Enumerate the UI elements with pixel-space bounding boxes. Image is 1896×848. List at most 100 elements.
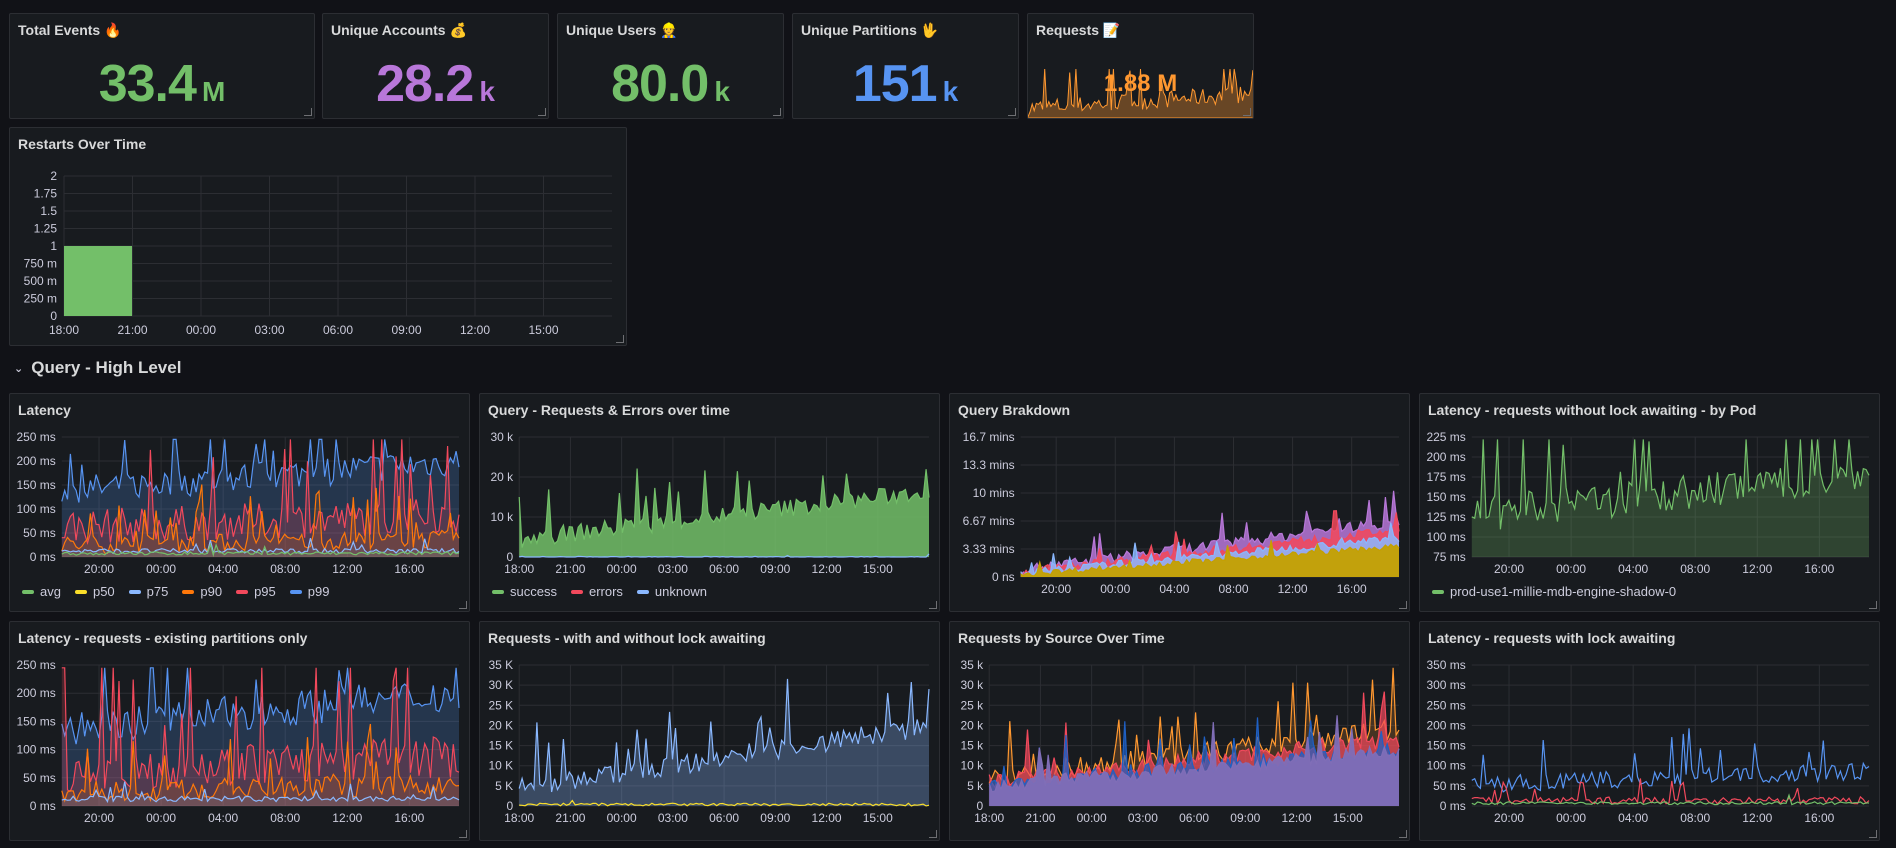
y-tick-label: 250 ms [1426,698,1465,712]
timeseries-chart: 0 10 k 20 k 30 k 18:00 21:00 00:00 03:00 06:00 09… [491,430,930,576]
stat-panel-requests[interactable]: Requests 📝 1.88 M [1027,13,1254,119]
stat-panel-unique-users[interactable]: Unique Users 👷 80.0 k [557,13,784,119]
x-tick-label: 12:00 [1282,811,1312,825]
row-header-query-high-level[interactable]: ⌄ Query - High Level [14,358,181,378]
panel-title: Query Brakdown [958,402,1071,418]
resize-handle-icon[interactable] [1243,108,1251,116]
legend-item[interactable]: p95 [236,584,276,599]
y-tick-label: 50 ms [1433,779,1466,793]
y-tick-label: 30 k [491,430,515,444]
x-tick-label: 04:00 [1618,811,1648,825]
panel-restarts-over-time[interactable]: Restarts Over Time 0 250 m 500 m 750 m 1 1.25… [9,127,627,346]
y-tick-label: 150 ms [16,478,55,492]
series-line [988,715,1400,793]
x-tick-label: 00:00 [146,811,176,825]
resize-handle-icon[interactable] [616,335,624,343]
timeseries-chart: 0 5 K 10 K 15 K 20 K 25 K 30 K 35 K 18:00 21:00 00… [489,658,930,825]
series-line [1020,510,1400,576]
x-tick-label: 06:00 [709,811,739,825]
panel-title: Unique Accounts 💰 [331,22,467,38]
legend-item[interactable]: unknown [636,584,707,599]
legend-swatch [22,589,34,594]
panel-requests-lock-awaiting[interactable]: Requests - with and without lock awaitin… [479,621,940,841]
panel-latency-without-lock-by-pod[interactable]: Latency - requests without lock awaiting… [1419,393,1880,612]
x-tick-label: 00:00 [1556,811,1586,825]
panel-requests-by-source[interactable]: Requests by Source Over Time 0 5 k 10 k 15 k… [949,621,1410,841]
x-tick-label: 15:00 [863,562,893,576]
y-tick-label: 200 ms [16,454,55,468]
legend-label: prod-use1-millie-mdb-engine-shadow-0 [1450,584,1677,599]
series-area [1471,439,1869,557]
panel-latency-existing-partitions[interactable]: Latency - requests - existing partitions… [9,621,470,841]
resize-handle-icon[interactable] [1008,108,1016,116]
resize-handle-icon[interactable] [1869,601,1877,609]
resize-handle-icon[interactable] [459,830,467,838]
chevron-down-icon[interactable]: ⌄ [14,362,24,375]
timeseries-chart: 0 ms 50 ms 100 ms 150 ms 200 ms 250 ms 300 ms 3… [1426,658,1870,825]
y-tick-label: 100 ms [16,502,55,516]
series-area [519,468,929,557]
resize-handle-icon[interactable] [1399,601,1407,609]
series-line [61,439,460,545]
legend-item[interactable]: p90 [182,584,222,599]
y-tick-label: 5 K [495,779,513,793]
x-tick-label: 09:00 [760,811,790,825]
x-tick-label: 18:00 [974,811,1004,825]
y-tick-label: 1 [50,239,57,253]
series-line [61,723,460,803]
series-line [519,553,930,558]
stat-panel-total-events[interactable]: Total Events 🔥 33.4 M [9,13,315,119]
y-tick-label: 16.7 mins [963,430,1015,444]
legend-item[interactable]: p50 [74,584,115,599]
panel-query-requests-errors[interactable]: Query - Requests & Errors over time 0 10 k… [479,393,940,612]
stat-panel-unique-accounts[interactable]: Unique Accounts 💰 28.2 k [322,13,549,119]
y-tick-label: 75 ms [1433,550,1466,564]
requests-sparkline [1028,68,1253,118]
series-line [988,667,1400,788]
legend-item[interactable]: prod-use1-millie-mdb-engine-shadow-0 [1432,584,1676,599]
resize-handle-icon[interactable] [538,108,546,116]
x-tick-label: 21:00 [555,811,585,825]
panel-latency-with-lock-awaiting[interactable]: Latency - requests with lock awaiting 0 m… [1419,621,1880,841]
series-line [61,438,460,503]
panel-query-breakdown[interactable]: Query Brakdown 0 ns 3.33 mins 6.67 mins 10 m… [949,393,1410,612]
series-line [1020,540,1400,577]
legend-item[interactable]: errors [570,584,623,599]
y-tick-label: 0 ms [30,550,56,564]
x-tick-label: 21:00 [555,562,585,576]
resize-handle-icon[interactable] [929,601,937,609]
legend-item[interactable]: p99 [289,584,329,599]
legend-swatch [182,589,195,594]
x-tick-label: 12:00 [1278,582,1308,596]
timeseries-chart: 0 ns 3.33 mins 6.67 mins 10 mins 13.3 mins 16… [963,430,1400,596]
series-line [1020,522,1400,577]
legend-label: avg [40,584,61,599]
series-area [61,484,460,557]
panel-latency[interactable]: Latency 0 ms 50 ms 100 ms 150 ms 200 ms 250 ms… [9,393,470,612]
legend-item[interactable]: p75 [128,584,168,599]
x-tick-label: 16:00 [394,562,424,576]
legend-swatch [236,589,249,594]
y-tick-label: 0 [507,550,514,564]
stat-panel-unique-partitions[interactable]: Unique Partitions 🖖 151 k [792,13,1019,119]
resize-handle-icon[interactable] [1399,830,1407,838]
resize-handle-icon[interactable] [773,108,781,116]
legend-item[interactable]: avg [22,584,61,599]
x-tick-label: 09:00 [391,323,421,337]
legend-label: unknown [654,584,707,599]
y-tick-label: 3.33 mins [963,542,1015,556]
panel-title: Latency - requests with lock awaiting [1428,630,1676,646]
y-tick-label: 15 k [961,739,985,753]
x-tick-label: 18:00 [504,562,534,576]
timeseries-chart: 0 5 k 10 k 15 k 20 k 25 k 30 k 35 k 18:00 21:00 00… [961,658,1400,825]
resize-handle-icon[interactable] [304,108,312,116]
series-line [988,691,1400,790]
resize-handle-icon[interactable] [1869,830,1877,838]
resize-handle-icon[interactable] [929,830,937,838]
series-area [1020,540,1399,577]
y-tick-label: 100 ms [16,743,55,757]
x-tick-label: 12:00 [460,323,490,337]
resize-handle-icon[interactable] [459,601,467,609]
x-tick-label: 20:00 [1494,562,1524,576]
legend-item[interactable]: success [492,584,557,599]
